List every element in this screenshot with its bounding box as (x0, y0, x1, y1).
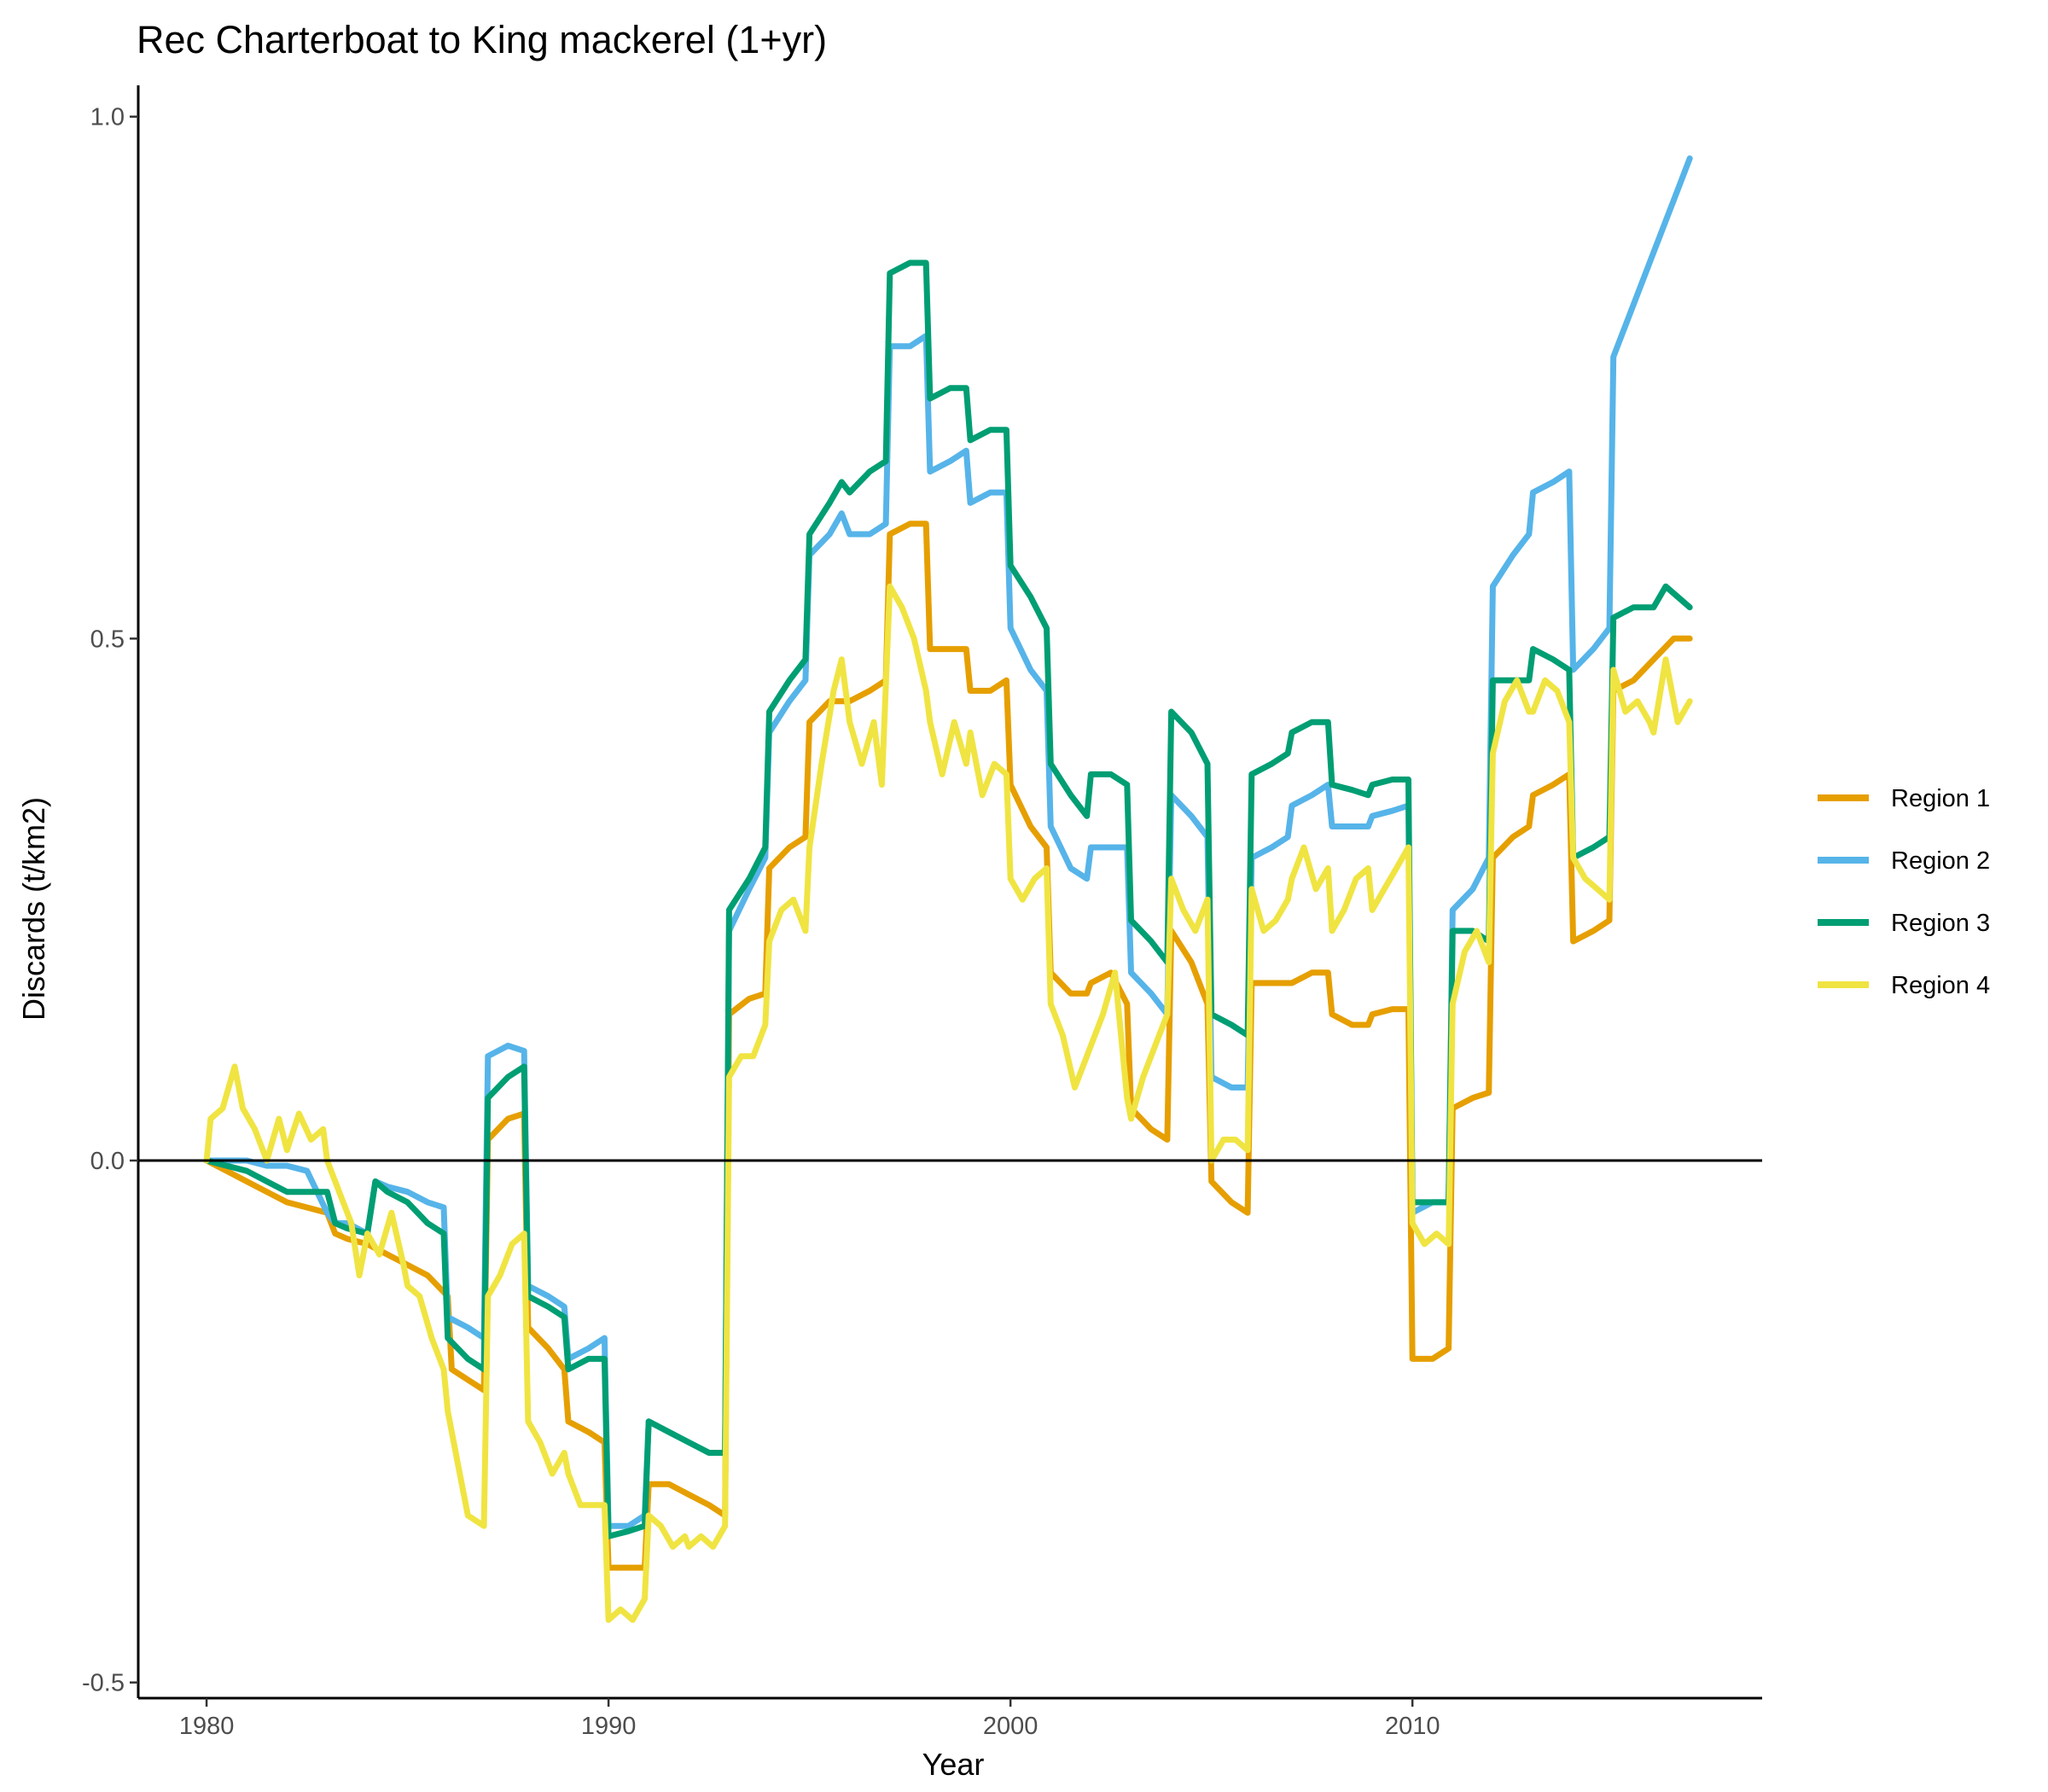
y-axis-ticks: -0.5 0.0 0.5 1.0 (82, 104, 138, 1697)
x-axis-title: Year (922, 1747, 985, 1782)
y-tick-label: 0.5 (90, 625, 125, 653)
series-line-region-1 (203, 521, 1693, 1571)
series-line-region-4 (203, 583, 1693, 1623)
series-layer (203, 155, 1693, 1623)
legend: Region 1 Region 2 Region 3 Region 4 (1818, 785, 1990, 999)
legend-label-region-1: Region 1 (1891, 785, 1990, 812)
y-axis-title: Discards (t/km2) (16, 797, 51, 1021)
legend-label-region-3: Region 3 (1891, 910, 1990, 937)
x-axis-ticks: 1980 1990 2000 2010 (179, 1698, 1440, 1740)
x-tick-label: 2000 (983, 1713, 1039, 1740)
chart-title: Rec Charterboat to King mackerel (1+yr) (137, 18, 827, 61)
series-line-region-3 (203, 259, 1693, 1539)
x-tick-label: 1990 (581, 1713, 637, 1740)
y-tick-label: -0.5 (82, 1670, 125, 1697)
x-tick-label: 2010 (1385, 1713, 1440, 1740)
y-tick-label: 0.0 (90, 1148, 125, 1175)
legend-label-region-4: Region 4 (1891, 972, 1990, 999)
x-tick-label: 1980 (179, 1713, 235, 1740)
legend-label-region-2: Region 2 (1891, 847, 1990, 875)
y-tick-label: 1.0 (90, 104, 125, 131)
